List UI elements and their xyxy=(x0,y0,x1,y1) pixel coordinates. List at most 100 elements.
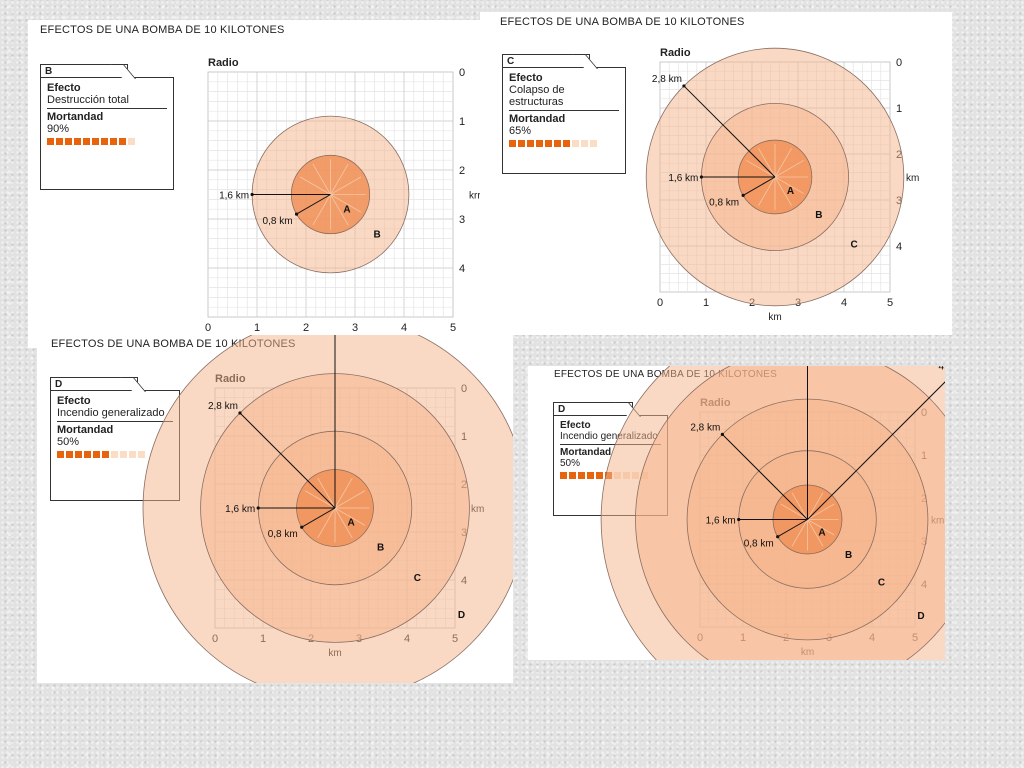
mortandad-bar-segment xyxy=(110,138,117,145)
blast-ray xyxy=(330,163,349,195)
x-tick-label: 5 xyxy=(450,322,456,334)
mortandad-bar-segment xyxy=(84,451,91,458)
blast-ray xyxy=(317,507,336,539)
radius-label: 2,8 km xyxy=(690,422,720,433)
legend-tag: D xyxy=(50,377,138,390)
x-tick-label: 3 xyxy=(352,322,358,334)
mortandad-bar-segment xyxy=(74,138,81,145)
radius-label: 4,8 km xyxy=(938,366,945,373)
blast-ray xyxy=(746,160,776,178)
mortandad-bar-segment xyxy=(128,138,135,145)
mortandad-value: 90% xyxy=(47,123,70,135)
blast-ray xyxy=(774,160,804,178)
efecto-label: Efecto xyxy=(560,420,591,431)
panel-c: EFECTOS DE UNA BOMBA DE 10 KILOTONES C E… xyxy=(480,12,952,335)
zone-letter: C xyxy=(850,239,857,250)
legend-box: D Efecto Incendio generalizado Mortandad… xyxy=(50,377,180,501)
blast-ray xyxy=(758,148,776,178)
radius-label: 1,6 km xyxy=(668,173,698,184)
radius-label: 0,8 km xyxy=(268,529,298,540)
blast-ray xyxy=(780,503,808,520)
blast-ray xyxy=(317,477,336,509)
mortandad-bar-segment xyxy=(138,451,145,458)
y-axis-unit: krr xyxy=(469,191,480,202)
mortandad-bar-segment xyxy=(563,140,570,147)
zone-letter: B xyxy=(373,230,380,241)
x-tick-label: 0 xyxy=(657,297,663,309)
blast-ray xyxy=(807,519,824,547)
radius-endpoint xyxy=(776,535,780,539)
radius-label: 2,8 km xyxy=(652,74,682,85)
mortandad-bar-segment xyxy=(119,138,126,145)
mortandad-label: Mortandad xyxy=(509,113,566,125)
y-tick-label: 1 xyxy=(896,103,902,115)
x-tick-label: 4 xyxy=(401,322,407,334)
mortandad-bar xyxy=(509,140,619,147)
legend-tag: D xyxy=(553,402,633,415)
x-tick-label: 4 xyxy=(841,297,847,309)
blast-ray xyxy=(774,176,804,194)
mortandad-bar-segment xyxy=(596,472,603,479)
y-tick-label: 1 xyxy=(459,116,465,128)
mortandad-bar xyxy=(57,451,173,458)
blast-ray xyxy=(304,490,336,509)
blast-ray xyxy=(807,519,835,536)
y-axis-unit: km xyxy=(906,173,919,184)
y-tick-label: 0 xyxy=(896,57,902,69)
mortandad-bar-segment xyxy=(590,140,597,147)
radius-label: 0,8 km xyxy=(709,197,739,208)
mortandad-bar-segment xyxy=(581,140,588,147)
mortandad-label: Mortandad xyxy=(560,447,612,458)
legend-tag: B xyxy=(40,64,128,77)
y-tick-label: 4 xyxy=(459,263,465,275)
efecto-value: Incendio generalizado xyxy=(57,407,165,419)
mortandad-bar-segment xyxy=(587,472,594,479)
mortandad-value: 65% xyxy=(509,125,532,137)
radius-chart: Radio 0 1 2 3 4 5 0 1 2 3 4 krr 0,8 km A 1,6 km B xyxy=(205,57,480,334)
x-tick-label: 0 xyxy=(205,322,211,334)
legend-box: B Efecto Destrucción total Mortandad 90% xyxy=(40,64,174,190)
zone-letter: C xyxy=(878,578,885,589)
y-tick-label: 0 xyxy=(459,67,465,79)
mortandad-bar-segment xyxy=(545,140,552,147)
mortandad-bar xyxy=(47,138,167,145)
radius-endpoint xyxy=(300,525,304,529)
blast-ray xyxy=(791,519,808,547)
efecto-value: Incendio generalizado xyxy=(560,431,658,442)
mortandad-bar-segment xyxy=(75,451,82,458)
zone-letter: C xyxy=(414,573,421,584)
efecto-value: Destrucción total xyxy=(47,94,129,106)
radius-endpoint xyxy=(294,212,299,216)
radio-label: Radio xyxy=(208,57,239,69)
blast-ray xyxy=(807,492,824,520)
blast-ray xyxy=(334,507,353,539)
mortandad-bar-segment xyxy=(518,140,525,147)
blast-ray xyxy=(334,490,366,509)
radius-endpoint xyxy=(682,84,686,88)
y-tick-label: 3 xyxy=(459,214,465,226)
x-axis-unit: km xyxy=(768,312,781,323)
y-tick-label: 2 xyxy=(459,165,465,177)
zone-letter: D xyxy=(458,610,465,621)
radius-line xyxy=(301,507,336,528)
mortandad-bar-segment xyxy=(572,140,579,147)
mortandad-bar-segment xyxy=(56,138,63,145)
radio-label: Radio xyxy=(660,47,691,59)
mortandad-bar-segment xyxy=(102,451,109,458)
radius-endpoint xyxy=(256,506,260,510)
blast-ray xyxy=(334,507,366,526)
radius-label: 1,6 km xyxy=(706,516,736,527)
zone-letter: B xyxy=(377,542,384,553)
x-tick-label: 1 xyxy=(254,322,260,334)
radius-endpoint xyxy=(720,432,724,436)
mortandad-bar-segment xyxy=(92,138,99,145)
efecto-label: Efecto xyxy=(47,82,81,94)
blast-ray xyxy=(330,194,362,213)
zone-letter: A xyxy=(818,528,825,539)
radius-label: 1,6 km xyxy=(219,191,249,202)
mortandad-bar-segment xyxy=(65,138,72,145)
x-tick-label: 2 xyxy=(303,322,309,334)
radius-endpoint xyxy=(737,517,741,522)
radius-endpoint xyxy=(741,193,745,197)
